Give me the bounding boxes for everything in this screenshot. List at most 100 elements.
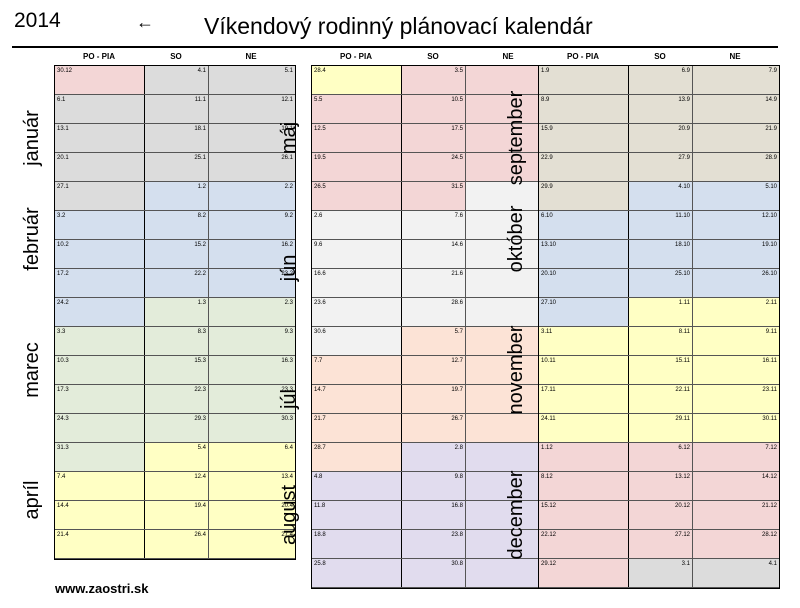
saturday-cell[interactable]: 22.11 bbox=[629, 385, 693, 413]
back-arrow-icon[interactable]: ← bbox=[136, 12, 154, 32]
sunday-cell[interactable]: 27.7 bbox=[466, 414, 552, 442]
weekday-cell[interactable]: 29.12 bbox=[539, 559, 629, 587]
saturday-cell[interactable]: 16.8 bbox=[402, 501, 466, 529]
weekday-cell[interactable]: 17.11 bbox=[539, 385, 629, 413]
weekday-cell[interactable]: 6.1 bbox=[55, 95, 145, 123]
saturday-cell[interactable]: 19.4 bbox=[145, 501, 209, 529]
weekday-cell[interactable]: 15.12 bbox=[539, 501, 629, 529]
saturday-cell[interactable]: 31.5 bbox=[402, 182, 466, 210]
sunday-cell[interactable]: 27.4 bbox=[209, 530, 295, 558]
weekday-cell[interactable]: 17.2 bbox=[55, 269, 145, 297]
weekday-cell[interactable]: 30.12 bbox=[55, 66, 145, 94]
weekday-cell[interactable]: 21.4 bbox=[55, 530, 145, 558]
sunday-cell[interactable]: 30.3 bbox=[209, 414, 295, 442]
sunday-cell[interactable]: 26.10 bbox=[693, 269, 779, 297]
weekday-cell[interactable]: 10.3 bbox=[55, 356, 145, 384]
weekday-cell[interactable]: 5.5 bbox=[312, 95, 402, 123]
sunday-cell[interactable]: 6.4 bbox=[209, 443, 295, 471]
saturday-cell[interactable]: 21.6 bbox=[402, 269, 466, 297]
weekday-cell[interactable]: 21.7 bbox=[312, 414, 402, 442]
weekday-cell[interactable]: 14.4 bbox=[55, 501, 145, 529]
saturday-cell[interactable]: 18.1 bbox=[145, 124, 209, 152]
saturday-cell[interactable]: 13.12 bbox=[629, 472, 693, 500]
weekday-cell[interactable]: 6.10 bbox=[539, 211, 629, 239]
saturday-cell[interactable]: 3.5 bbox=[402, 66, 466, 94]
sunday-cell[interactable]: 8.6 bbox=[466, 211, 552, 239]
weekday-cell[interactable]: 22.12 bbox=[539, 530, 629, 558]
saturday-cell[interactable]: 8.3 bbox=[145, 327, 209, 355]
weekday-cell[interactable]: 7.7 bbox=[312, 356, 402, 384]
saturday-cell[interactable]: 18.10 bbox=[629, 240, 693, 268]
sunday-cell[interactable]: 9.3 bbox=[209, 327, 295, 355]
sunday-cell[interactable]: 23.3 bbox=[209, 385, 295, 413]
saturday-cell[interactable]: 11.1 bbox=[145, 95, 209, 123]
sunday-cell[interactable]: 5.10 bbox=[693, 182, 779, 210]
sunday-cell[interactable]: 14.12 bbox=[693, 472, 779, 500]
saturday-cell[interactable]: 13.9 bbox=[629, 95, 693, 123]
saturday-cell[interactable]: 6.9 bbox=[629, 66, 693, 94]
sunday-cell[interactable]: 22.6 bbox=[466, 269, 552, 297]
sunday-cell[interactable]: 4.1 bbox=[693, 559, 779, 587]
sunday-cell[interactable]: 13.4 bbox=[209, 472, 295, 500]
sunday-cell[interactable]: 14.9 bbox=[693, 95, 779, 123]
weekday-cell[interactable]: 3.2 bbox=[55, 211, 145, 239]
saturday-cell[interactable]: 22.3 bbox=[145, 385, 209, 413]
sunday-cell[interactable]: 16.11 bbox=[693, 356, 779, 384]
weekday-cell[interactable]: 11.8 bbox=[312, 501, 402, 529]
saturday-cell[interactable]: 23.8 bbox=[402, 530, 466, 558]
saturday-cell[interactable]: 24.5 bbox=[402, 153, 466, 181]
saturday-cell[interactable]: 5.4 bbox=[145, 443, 209, 471]
saturday-cell[interactable]: 22.2 bbox=[145, 269, 209, 297]
footer-link[interactable]: www.zaostri.sk bbox=[55, 581, 149, 596]
saturday-cell[interactable]: 29.11 bbox=[629, 414, 693, 442]
saturday-cell[interactable]: 5.7 bbox=[402, 327, 466, 355]
sunday-cell[interactable]: 23.11 bbox=[693, 385, 779, 413]
sunday-cell[interactable]: 26.1 bbox=[209, 153, 295, 181]
saturday-cell[interactable]: 26.7 bbox=[402, 414, 466, 442]
weekday-cell[interactable]: 24.3 bbox=[55, 414, 145, 442]
saturday-cell[interactable]: 1.11 bbox=[629, 298, 693, 326]
saturday-cell[interactable]: 30.8 bbox=[402, 559, 466, 587]
weekday-cell[interactable]: 7.4 bbox=[55, 472, 145, 500]
weekday-cell[interactable]: 3.11 bbox=[539, 327, 629, 355]
saturday-cell[interactable]: 10.5 bbox=[402, 95, 466, 123]
saturday-cell[interactable]: 12.7 bbox=[402, 356, 466, 384]
saturday-cell[interactable]: 27.12 bbox=[629, 530, 693, 558]
saturday-cell[interactable]: 26.4 bbox=[145, 530, 209, 558]
sunday-cell[interactable]: 19.1 bbox=[209, 124, 295, 152]
weekday-cell[interactable]: 29.9 bbox=[539, 182, 629, 210]
saturday-cell[interactable]: 14.6 bbox=[402, 240, 466, 268]
sunday-cell[interactable]: 3.8 bbox=[466, 443, 552, 471]
saturday-cell[interactable]: 19.7 bbox=[402, 385, 466, 413]
weekday-cell[interactable]: 20.1 bbox=[55, 153, 145, 181]
weekday-cell[interactable]: 13.1 bbox=[55, 124, 145, 152]
sunday-cell[interactable]: 1.6 bbox=[466, 182, 552, 210]
saturday-cell[interactable]: 20.12 bbox=[629, 501, 693, 529]
weekday-cell[interactable]: 24.11 bbox=[539, 414, 629, 442]
weekday-cell[interactable]: 17.3 bbox=[55, 385, 145, 413]
weekday-cell[interactable]: 27.1 bbox=[55, 182, 145, 210]
weekday-cell[interactable]: 28.4 bbox=[312, 66, 402, 94]
saturday-cell[interactable]: 9.8 bbox=[402, 472, 466, 500]
weekday-cell[interactable]: 22.9 bbox=[539, 153, 629, 181]
sunday-cell[interactable]: 16.2 bbox=[209, 240, 295, 268]
saturday-cell[interactable]: 25.10 bbox=[629, 269, 693, 297]
weekday-cell[interactable]: 8.9 bbox=[539, 95, 629, 123]
saturday-cell[interactable]: 7.6 bbox=[402, 211, 466, 239]
sunday-cell[interactable]: 28.9 bbox=[693, 153, 779, 181]
weekday-cell[interactable]: 14.7 bbox=[312, 385, 402, 413]
weekday-cell[interactable]: 16.6 bbox=[312, 269, 402, 297]
saturday-cell[interactable]: 15.2 bbox=[145, 240, 209, 268]
saturday-cell[interactable]: 20.9 bbox=[629, 124, 693, 152]
saturday-cell[interactable]: 1.2 bbox=[145, 182, 209, 210]
saturday-cell[interactable]: 8.11 bbox=[629, 327, 693, 355]
sunday-cell[interactable]: 20.4 bbox=[209, 501, 295, 529]
saturday-cell[interactable]: 6.12 bbox=[629, 443, 693, 471]
weekday-cell[interactable]: 28.7 bbox=[312, 443, 402, 471]
saturday-cell[interactable]: 28.6 bbox=[402, 298, 466, 326]
weekday-cell[interactable]: 13.10 bbox=[539, 240, 629, 268]
weekday-cell[interactable]: 2.6 bbox=[312, 211, 402, 239]
saturday-cell[interactable]: 11.10 bbox=[629, 211, 693, 239]
weekday-cell[interactable]: 30.6 bbox=[312, 327, 402, 355]
weekday-cell[interactable]: 4.8 bbox=[312, 472, 402, 500]
